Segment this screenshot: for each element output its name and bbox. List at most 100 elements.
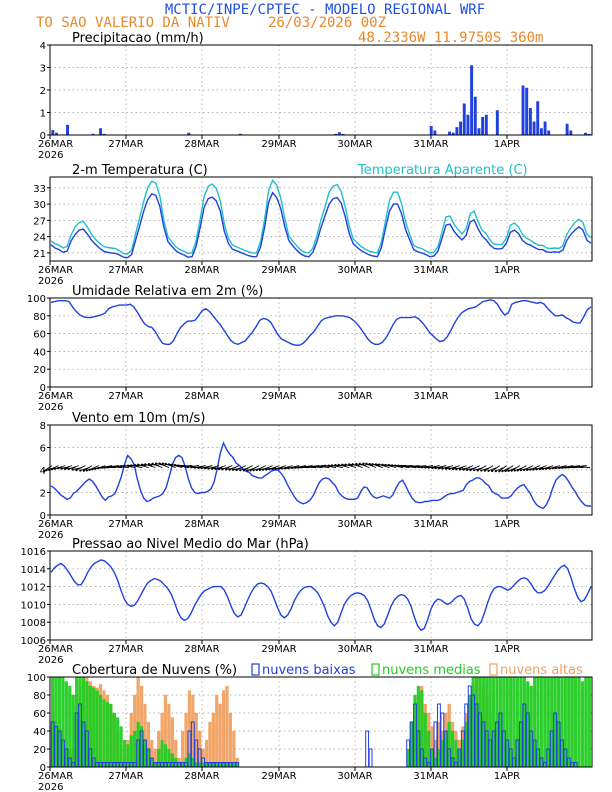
cloud-bar xyxy=(539,676,544,768)
y-tick-label: 0 xyxy=(40,511,46,522)
wind-arrow xyxy=(379,464,390,469)
wind-arrow-head xyxy=(116,465,119,468)
precip-bar xyxy=(187,132,191,135)
y-tick-label: 1 xyxy=(40,109,46,120)
cloud-bar xyxy=(567,676,571,768)
y-tick-label: 80 xyxy=(33,691,46,702)
wind-arrow-head xyxy=(130,464,133,467)
wind-arrow-head xyxy=(217,467,221,471)
wind-arrow-head xyxy=(571,465,574,469)
wind-arrow-head xyxy=(151,462,154,465)
precip-bar xyxy=(459,121,463,135)
wind-arrow-head xyxy=(451,467,455,471)
wind-arrow xyxy=(256,465,267,471)
wind-arrow xyxy=(517,465,527,471)
precip-bar xyxy=(99,128,103,135)
x-tick-label: 1APR xyxy=(494,771,520,782)
wind-arrow-head xyxy=(414,465,417,468)
precip-bar xyxy=(429,126,433,135)
wind-arrow xyxy=(295,465,307,469)
wind-arrow-head xyxy=(378,463,381,466)
x-tick-label: 28MAR xyxy=(184,644,219,655)
y-tick-label: 1012 xyxy=(21,583,46,594)
wind-arrow xyxy=(187,465,200,468)
wind-arrow xyxy=(536,465,547,470)
precip-bar xyxy=(587,133,591,135)
wind-arrow xyxy=(428,465,440,469)
wind-arrow-head xyxy=(341,463,344,466)
cloud-bar xyxy=(109,703,113,768)
wind-arrow-head xyxy=(348,463,351,466)
wind-arrow xyxy=(111,466,123,469)
wind-arrow-head xyxy=(548,467,551,470)
precip-bar xyxy=(462,103,466,135)
legend-swatch xyxy=(489,663,498,676)
cloud-bar xyxy=(68,685,72,768)
y-tick-label: 20 xyxy=(33,745,46,756)
x-tick-label: 29MAR xyxy=(261,771,296,782)
wind-arrow-head xyxy=(45,468,48,472)
cloud-bar xyxy=(580,681,585,768)
cloud-bar xyxy=(71,694,75,768)
wind-arrow-head xyxy=(303,465,307,469)
cloud-bar xyxy=(112,712,116,768)
cloud-bar xyxy=(211,712,215,768)
precip-bar xyxy=(455,127,459,135)
wind-arrow-head xyxy=(271,467,274,471)
wind-arrow-head xyxy=(434,466,437,470)
precip-bar xyxy=(466,114,470,135)
wind-arrow-head xyxy=(483,469,487,472)
wind-arrow-head xyxy=(491,469,494,473)
wind-arrow xyxy=(523,465,534,471)
panel-1: 0 1 2 3 4 26MAR 27MAR 28MAR 29MAR 30MAR 31MAR 1APR 2… xyxy=(38,31,593,161)
wind-arrow xyxy=(470,465,480,471)
x-tick-label: 31MAR xyxy=(413,265,448,276)
wind-arrow-head xyxy=(144,463,147,466)
y-tick-label: 30 xyxy=(33,200,46,211)
wind-arrow xyxy=(222,465,233,470)
wind-arrow-head xyxy=(317,465,320,468)
wind-arrow xyxy=(463,465,474,471)
y-tick-label: 0 xyxy=(40,763,46,774)
wind-arrow-head xyxy=(444,467,448,470)
x-tick-label: 31MAR xyxy=(413,644,448,655)
wind-arrow xyxy=(229,465,240,471)
wind-arrow-head xyxy=(387,464,390,467)
wind-arrow xyxy=(124,465,136,469)
wind-arrow xyxy=(152,463,163,469)
wind-arrow xyxy=(54,465,66,470)
wind-arrow-head xyxy=(574,465,577,468)
y-tick-label: 0 xyxy=(40,131,46,142)
wind-arrow xyxy=(578,466,591,469)
wind-arrow-head xyxy=(381,463,384,466)
wind-arrow xyxy=(456,465,467,470)
wind-arrow xyxy=(117,465,129,469)
wind-arrow-head xyxy=(535,468,538,471)
wind-arrow-head xyxy=(297,466,300,469)
wind-arrow xyxy=(201,465,213,469)
cloud-bar xyxy=(222,690,226,768)
cloud-bar xyxy=(215,694,219,768)
wind-arrow-head xyxy=(431,466,434,469)
y-tick-label: 60 xyxy=(33,330,46,341)
y-tick-label: 1016 xyxy=(21,547,46,558)
panel-title: Cobertura de Nuvens (%) xyxy=(72,663,237,678)
y-tick-label: 1006 xyxy=(21,636,46,647)
wind-arrow-head xyxy=(320,464,323,468)
y-tick-label: 20 xyxy=(33,365,46,376)
precip-bar xyxy=(565,123,569,135)
wind-arrow xyxy=(215,465,226,470)
wind-arrow-head xyxy=(448,467,451,470)
cloud-bar xyxy=(92,687,96,768)
x-tick-label: 1APR xyxy=(494,519,520,530)
wind-arrow-head xyxy=(522,468,526,472)
wind-arrow-head xyxy=(154,462,158,465)
wind-arrow xyxy=(502,467,510,472)
wind-arrow-head xyxy=(334,464,337,467)
wind-arrow xyxy=(243,465,253,471)
cloud-bar xyxy=(180,730,185,768)
wind-arrow-head xyxy=(374,463,378,466)
x-year-label: 2026 xyxy=(38,782,63,792)
wind-arrow-head xyxy=(97,467,100,470)
